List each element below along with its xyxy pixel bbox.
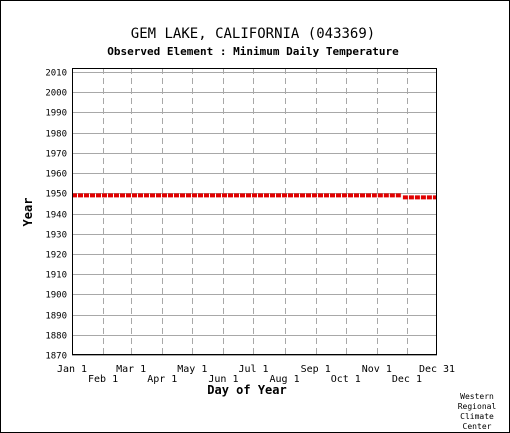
x-tick-label: Aug 1 bbox=[270, 374, 300, 385]
chart-subtitle: Observed Element : Minimum Daily Tempera… bbox=[107, 45, 399, 58]
x-tick-label: Mar 1 bbox=[116, 364, 146, 375]
plot-frame bbox=[72, 68, 437, 355]
y-tick-label: 2000 bbox=[45, 89, 67, 99]
y-tick-label: 1870 bbox=[45, 352, 67, 362]
y-tick-label: 1950 bbox=[45, 190, 67, 200]
x-tick-label: Jul 1 bbox=[238, 364, 268, 375]
x-tick-label: Feb 1 bbox=[88, 374, 118, 385]
x-tick-label: Sep 1 bbox=[301, 364, 331, 375]
x-tick-label: May 1 bbox=[177, 364, 207, 375]
credit-line-2: Regional bbox=[458, 402, 497, 411]
credit-line-3: Climate bbox=[460, 412, 494, 421]
x-axis-label: Day of Year bbox=[207, 383, 286, 397]
plot-background bbox=[72, 68, 437, 355]
x-tick-label: Dec 1 bbox=[392, 374, 422, 385]
x-tick-label: Dec 31 bbox=[419, 364, 455, 375]
y-tick-label: 1910 bbox=[45, 271, 67, 281]
y-tick-label: 1980 bbox=[45, 130, 67, 140]
x-tick-label: Jan 1 bbox=[57, 364, 87, 375]
y-axis-label: Year bbox=[21, 198, 35, 227]
x-tick-label: Oct 1 bbox=[331, 374, 361, 385]
y-tick-label: 1940 bbox=[45, 211, 67, 221]
y-tick-label: 1880 bbox=[45, 332, 67, 342]
y-tick-label: 1930 bbox=[45, 231, 67, 241]
plot-area: 2010 2000 1990 1980 1970 1960 1950 1940 1930 1920… bbox=[45, 68, 455, 385]
credit-line-1: Western bbox=[460, 392, 494, 401]
chart-title: GEM LAKE, CALIFORNIA (043369) bbox=[131, 26, 375, 42]
y-tick-label: 1890 bbox=[45, 312, 67, 322]
x-tick-label: Nov 1 bbox=[362, 364, 392, 375]
y-tick-label: 1900 bbox=[45, 291, 67, 301]
y-tick-label: 1960 bbox=[45, 170, 67, 180]
credit-line-4: Center bbox=[463, 422, 492, 431]
y-tick-label: 1990 bbox=[45, 109, 67, 119]
y-tick-label: 1920 bbox=[45, 251, 67, 261]
y-tick-label: 1970 bbox=[45, 150, 67, 160]
x-tick-label: Jun 1 bbox=[208, 374, 238, 385]
y-tick-label: 2010 bbox=[45, 69, 67, 79]
x-tick-label: Apr 1 bbox=[147, 374, 177, 385]
